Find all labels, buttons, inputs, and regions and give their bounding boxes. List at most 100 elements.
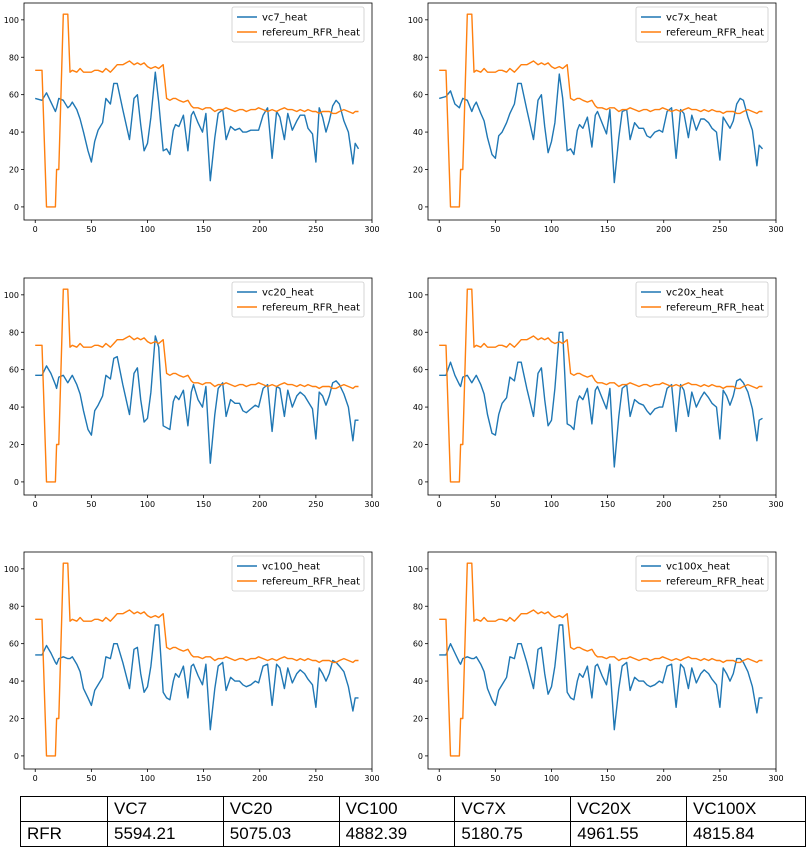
y-tick-label: 60 xyxy=(413,640,423,649)
y-tick-label: 80 xyxy=(413,602,423,611)
x-tick-label: 250 xyxy=(308,774,323,783)
x-tick-label: 100 xyxy=(544,774,559,783)
y-tick-label: 80 xyxy=(9,53,19,62)
plot-frame xyxy=(427,277,777,496)
legend-box xyxy=(231,555,365,592)
y-tick-label: 100 xyxy=(4,16,19,25)
y-tick-label: 100 xyxy=(4,291,19,300)
legend-label: vc20x_heat xyxy=(666,288,724,299)
chart-panel-vc20x: 0 50 100 150 200 250 300 0 20 40 60 80 100 vc20x_heat… xyxy=(404,275,809,515)
legend: vc20x_heat refereum_RFR_heat xyxy=(635,281,769,318)
table-header-cell: VC100 xyxy=(338,796,456,822)
legend-box xyxy=(635,6,769,43)
y-tick-label: 20 xyxy=(413,714,423,723)
legend-box xyxy=(231,281,365,318)
x-tick-label: 100 xyxy=(140,500,155,509)
series-line-refereum-RFR-heat xyxy=(439,288,763,483)
chart-panel-vc20: 0 50 100 150 200 250 300 0 20 40 60 80 100 vc20_heat r… xyxy=(0,275,405,515)
table-header-cell: VC7 xyxy=(107,796,224,822)
y-tick-label: 0 xyxy=(14,752,19,761)
legend-label: vc7_heat xyxy=(262,13,307,24)
x-tick-label: 200 xyxy=(252,774,267,783)
legend-label: refereum_RFR_heat xyxy=(262,303,360,314)
x-tick-label: 50 xyxy=(490,774,500,783)
y-tick-label: 20 xyxy=(9,714,19,723)
table-cell: 5180.75 xyxy=(454,821,572,847)
x-tick-label: 150 xyxy=(600,500,615,509)
legend-label: refereum_RFR_heat xyxy=(666,28,764,39)
y-tick-label: 40 xyxy=(9,403,19,412)
legend-box xyxy=(635,281,769,318)
x-tick-label: 50 xyxy=(490,500,500,509)
table-cell: 5594.21 xyxy=(107,821,224,847)
series-line-vc100x-heat xyxy=(439,624,763,731)
table-header-cell: VC100X xyxy=(685,796,807,822)
table-cell: 4961.55 xyxy=(570,821,687,847)
table-header-row: VC7 VC20 VC100 VC7X VC20X VC100X xyxy=(20,796,807,822)
x-tick-label: 100 xyxy=(140,225,155,234)
y-tick-label: 40 xyxy=(413,677,423,686)
x-tick-label: 50 xyxy=(490,225,500,234)
y-tick-label: 100 xyxy=(408,16,423,25)
table-header-cell: VC20 xyxy=(222,796,340,822)
line-chart-vc7x: 0 50 100 150 200 250 300 0 20 40 60 80 100 vc7x_heatr… xyxy=(408,2,784,234)
x-tick-label: 200 xyxy=(656,500,671,509)
y-tick-label: 20 xyxy=(9,440,19,449)
table-cell: 4882.39 xyxy=(338,821,456,847)
series-line-vc100-heat xyxy=(35,624,359,731)
y-tick-label: 40 xyxy=(413,403,423,412)
x-tick-label: 200 xyxy=(252,225,267,234)
x-tick-label: 300 xyxy=(364,500,379,509)
chart-panel-vc100: 0 50 100 150 200 250 300 0 20 40 60 80 100 vc100_heat… xyxy=(0,549,405,789)
series-line-vc20x-heat xyxy=(439,331,763,468)
y-tick-label: 80 xyxy=(413,328,423,337)
x-tick-label: 300 xyxy=(364,225,379,234)
y-tick-label: 60 xyxy=(9,91,19,100)
x-tick-label: 0 xyxy=(33,774,38,783)
legend-box xyxy=(231,6,365,43)
y-tick-label: 0 xyxy=(418,478,423,487)
x-tick-label: 100 xyxy=(140,774,155,783)
plot-frame xyxy=(23,551,373,770)
y-tick-label: 60 xyxy=(9,640,19,649)
table-row: RFR 5594.21 5075.03 4882.39 5180.75 4961… xyxy=(20,821,807,847)
plot-frame xyxy=(23,277,373,496)
legend: vc7x_heat refereum_RFR_heat xyxy=(635,6,769,43)
x-tick-label: 0 xyxy=(437,500,442,509)
y-tick-label: 60 xyxy=(413,91,423,100)
plot-frame xyxy=(23,2,373,221)
x-tick-label: 250 xyxy=(308,225,323,234)
y-tick-label: 0 xyxy=(14,478,19,487)
series-line-vc7x-heat xyxy=(439,73,764,184)
legend-label: refereum_RFR_heat xyxy=(262,577,360,588)
chart-panel-vc7x: 0 50 100 150 200 250 300 0 20 40 60 80 100 vc7x_heat r… xyxy=(404,0,809,240)
table-row-label: RFR xyxy=(20,821,108,847)
y-tick-label: 60 xyxy=(413,366,423,375)
x-tick-label: 50 xyxy=(86,500,96,509)
legend: vc7_heat refereum_RFR_heat xyxy=(231,6,365,43)
y-tick-label: 40 xyxy=(413,128,423,137)
x-tick-label: 0 xyxy=(437,225,442,234)
y-tick-label: 0 xyxy=(418,203,423,212)
x-tick-label: 200 xyxy=(656,774,671,783)
x-tick-label: 100 xyxy=(544,225,559,234)
legend-label: refereum_RFR_heat xyxy=(666,577,764,588)
y-tick-label: 80 xyxy=(413,53,423,62)
x-tick-label: 150 xyxy=(196,774,211,783)
legend-label: vc100x_heat xyxy=(666,562,730,573)
series-line-refereum-RFR-heat xyxy=(35,562,359,757)
line-chart-vc20: 0 50 100 150 200 250 300 0 20 40 60 80 100 vc20_heatr… xyxy=(4,277,380,509)
y-tick-label: 100 xyxy=(4,565,19,574)
y-tick-label: 80 xyxy=(9,602,19,611)
series-line-refereum-RFR-heat xyxy=(35,13,359,208)
x-tick-label: 0 xyxy=(33,500,38,509)
y-tick-label: 0 xyxy=(14,203,19,212)
table-cell: 5075.03 xyxy=(222,821,340,847)
y-tick-label: 100 xyxy=(408,565,423,574)
x-tick-label: 250 xyxy=(712,774,727,783)
table-cell: 4815.84 xyxy=(685,821,807,847)
x-tick-label: 0 xyxy=(33,225,38,234)
series-line-vc7-heat xyxy=(35,71,360,182)
plot-frame xyxy=(427,551,777,770)
line-chart-vc7: 0 50 100 150 200 250 300 0 20 40 60 80 100 vc7_heatre… xyxy=(4,2,380,234)
